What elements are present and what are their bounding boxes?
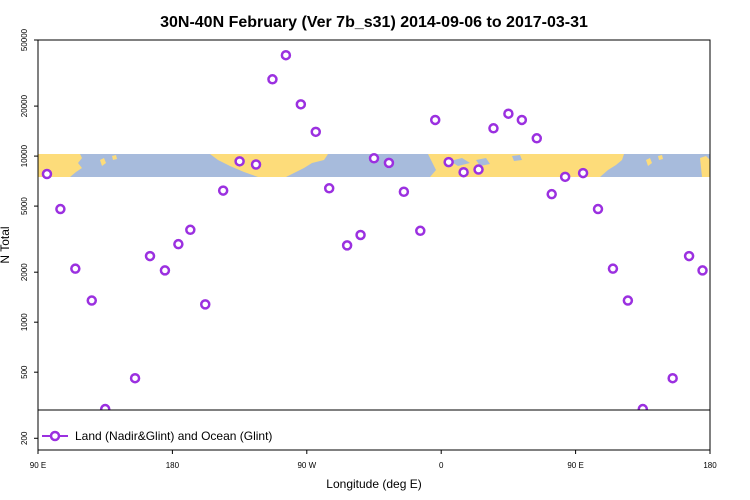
y-tick-label: 5000 [20,197,29,215]
data-point [559,171,571,183]
legend-label: Land (Nadir&Glint) and Ocean (Glint) [75,429,272,443]
x-tick-label: 90 E [30,461,46,470]
x-axis-label: Longitude (deg E) [326,477,421,491]
data-point [622,295,634,306]
data-point [86,295,98,306]
data-point [250,159,262,170]
y-tick-label: 200 [20,431,29,445]
data-point [577,167,589,179]
legend: Land (Nadir&Glint) and Ocean (Glint) [42,429,272,443]
data-point [200,299,211,310]
data-point [546,188,557,200]
data-point [159,265,171,276]
data-point [592,203,604,215]
x-axis: 90 E 180 90 W 0 90 E 180 [30,450,717,470]
x-tick-label: 0 [439,461,444,470]
chart-title: 30N-40N February (Ver 7b_s31) 2014-09-06… [160,14,588,31]
y-tick-label: 500 [20,365,29,379]
plot-frame [37,39,711,451]
data-point [144,250,156,262]
data-point [267,74,278,85]
data-point [429,114,441,126]
data-point [129,372,141,384]
data-point [99,403,111,410]
x-tick-label: 90 E [567,461,583,470]
data-point [654,442,662,450]
data-point [173,238,184,250]
data-point [310,126,322,138]
y-tick-label: 10000 [20,144,29,167]
data-point [355,229,366,241]
data-point [323,183,335,194]
y-tick-label: 2000 [20,263,29,281]
data-point [443,156,454,168]
data-point [667,372,678,384]
data-point [503,108,514,119]
data-point [295,99,307,110]
data-point [531,133,543,144]
data-point [217,185,229,196]
data-point [683,250,695,262]
data-point [473,164,484,175]
data-markers [41,49,708,450]
data-point [398,186,410,197]
y-tick-label: 50000 [20,28,29,51]
x-tick-label: 90 W [297,461,316,470]
data-point [458,166,469,178]
data-point [697,265,708,276]
x-tick-label: 180 [166,461,180,470]
data-point [185,224,196,236]
legend-marker-swatch [49,430,61,442]
data-point [70,263,81,274]
data-point [516,114,528,126]
data-point [55,203,66,215]
data-point [234,156,245,167]
data-point [607,263,619,274]
y-axis-label: N Total [0,226,12,263]
y-axis: 200 500 1000 2000 5000 10000 20000 50000 [20,28,38,445]
data-point [41,168,53,180]
data-point [637,403,649,410]
data-point [280,49,292,61]
data-point [368,153,380,164]
data-point [383,157,395,169]
data-point [115,442,123,450]
x-tick-label: 180 [703,461,717,470]
data-point [341,240,353,251]
y-tick-label: 1000 [20,313,29,331]
y-tick-label: 20000 [20,94,29,117]
data-point [415,225,426,237]
data-point [488,123,499,134]
